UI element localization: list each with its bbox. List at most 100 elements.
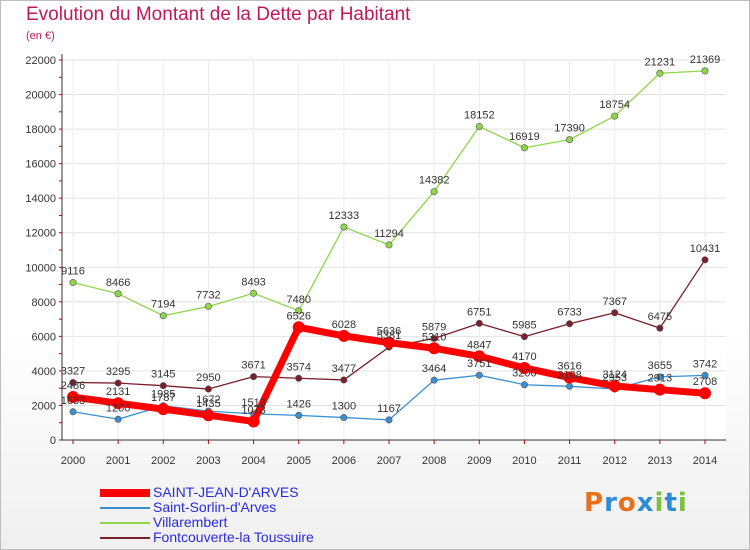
y-tick-label: 4000 <box>32 366 56 378</box>
data-label: 3108 <box>557 369 581 381</box>
data-point <box>295 307 303 315</box>
logo-letter: t <box>664 488 678 518</box>
data-point <box>157 403 170 416</box>
data-label: 5985 <box>512 320 536 332</box>
data-point <box>340 414 348 422</box>
y-tick-label: 18000 <box>25 124 56 136</box>
data-point <box>340 223 348 231</box>
data-point <box>701 371 709 379</box>
data-point <box>656 69 664 77</box>
data-point <box>295 411 303 419</box>
data-label: 6475 <box>648 311 672 323</box>
data-point <box>518 361 531 374</box>
data-point <box>430 334 438 342</box>
data-label: 8466 <box>106 277 130 289</box>
data-point <box>611 309 619 317</box>
y-tick-label: 20000 <box>25 90 56 102</box>
data-point <box>159 312 167 320</box>
line-chart: 0 2000 4000 6000 8000 10000 12000 14000 16000 180… <box>25 54 726 467</box>
chart-title: Evolution du Montant de la Dette par Hab… <box>26 4 411 25</box>
data-point <box>699 387 711 400</box>
data-point <box>520 381 528 389</box>
data-point <box>520 144 528 152</box>
data-point <box>250 373 258 381</box>
data-label: 7732 <box>196 289 220 301</box>
data-point <box>475 371 483 379</box>
logo-letter: o <box>617 488 637 518</box>
data-label: 3477 <box>332 363 356 375</box>
data-point <box>611 112 619 120</box>
y-tick-label: 8000 <box>32 297 56 309</box>
legend-swatch <box>100 522 150 524</box>
data-label: 1787 <box>151 392 175 404</box>
y-tick-label: 6000 <box>32 331 56 343</box>
data-label: 6028 <box>332 319 356 331</box>
data-point <box>566 382 574 390</box>
legend-label: SAINT-JEAN-D'ARVES <box>153 484 299 500</box>
legend-label: Villarembert <box>153 514 228 530</box>
legend-label: Saint-Sorlin-d'Arves <box>153 499 277 515</box>
data-point <box>520 333 528 341</box>
legend-swatch <box>100 537 150 539</box>
plot-area <box>62 60 726 440</box>
x-tick-label: 2006 <box>332 455 356 467</box>
data-label: 1513 <box>241 397 265 409</box>
data-label: 3742 <box>693 358 717 370</box>
data-label: 2486 <box>61 380 85 392</box>
data-label: 1200 <box>106 402 130 414</box>
data-label: 21231 <box>645 56 676 68</box>
data-point <box>385 241 393 249</box>
data-point <box>701 67 709 75</box>
data-label: 1985 <box>151 389 175 401</box>
data-label: 4170 <box>512 351 536 363</box>
data-label: 7367 <box>602 296 626 308</box>
logo-letter: x <box>636 488 655 518</box>
data-label: 1300 <box>332 401 356 413</box>
y-tick-label: 10000 <box>25 262 56 274</box>
x-tick-label: 2002 <box>151 455 175 467</box>
data-label: 5636 <box>377 326 401 338</box>
series-0 <box>67 321 711 428</box>
data-point <box>112 397 125 410</box>
data-label: 1672 <box>196 394 220 406</box>
data-label: 4847 <box>467 339 491 351</box>
data-point <box>159 382 167 390</box>
data-point <box>701 256 709 264</box>
data-point <box>563 371 576 384</box>
logo-letter: i <box>677 488 688 518</box>
x-tick-label: 2011 <box>558 455 582 467</box>
data-label: 10431 <box>690 243 721 255</box>
data-point <box>608 380 621 393</box>
x-tick-label: 2001 <box>106 455 130 467</box>
data-point <box>250 289 258 297</box>
data-point <box>114 379 122 387</box>
data-point <box>292 321 305 334</box>
x-tick-label: 2003 <box>196 455 220 467</box>
data-label: 16919 <box>509 131 540 143</box>
data-label: 12333 <box>329 210 360 222</box>
data-label: 2131 <box>106 386 130 398</box>
data-label: 1633 <box>61 395 85 407</box>
y-tick-label: 16000 <box>25 159 56 171</box>
logo-letter: r <box>604 488 618 518</box>
x-tick-label: 2010 <box>512 455 536 467</box>
data-point <box>202 409 215 422</box>
data-label: 2953 <box>602 372 626 384</box>
data-label: 3616 <box>557 361 581 373</box>
data-label: 1073 <box>241 404 265 416</box>
data-label: 6733 <box>557 307 581 319</box>
data-label: 18754 <box>599 99 630 111</box>
data-point <box>566 320 574 328</box>
data-point <box>656 324 664 332</box>
data-point <box>430 376 438 384</box>
y-tick-label: 22000 <box>25 55 56 67</box>
data-point <box>69 408 77 416</box>
logo-letter: i <box>654 488 665 518</box>
data-label: 3145 <box>151 369 175 381</box>
x-tick-label: 2007 <box>377 455 401 467</box>
logo-letter: P <box>584 488 605 518</box>
series-2 <box>69 67 709 320</box>
data-label: 3464 <box>422 363 446 375</box>
legend-swatch <box>100 507 150 509</box>
data-label: 6526 <box>286 310 310 322</box>
